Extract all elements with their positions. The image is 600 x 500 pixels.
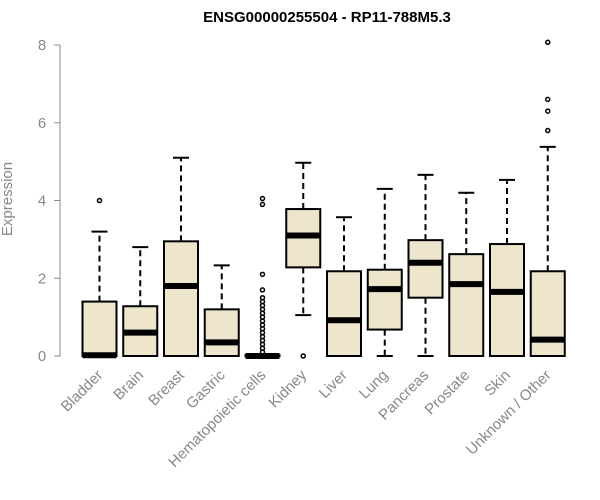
outlier-point (300, 353, 306, 359)
box-2 (163, 156, 199, 358)
box-6 (326, 216, 362, 357)
x-tick-label: Skin (481, 367, 514, 400)
y-tick-label: 4 (38, 193, 46, 210)
x-tick-label: Brain (110, 367, 147, 404)
iqr-box (203, 308, 240, 358)
y-tick-label: 8 (38, 37, 46, 54)
outlier-point (545, 108, 551, 114)
box-3 (203, 264, 240, 358)
box-4 (244, 195, 281, 359)
x-tick-label: Prostate (422, 367, 474, 419)
box-7 (366, 187, 403, 357)
outlier-point (259, 201, 266, 208)
outlier-point (259, 287, 266, 293)
outlier-point (96, 197, 103, 204)
y-axis: 0 2 4 6 8 (38, 37, 61, 365)
iqr-box (407, 239, 444, 299)
box-0 (81, 197, 118, 359)
outlier-point (259, 271, 266, 278)
x-tick-label: Kidney (266, 366, 311, 411)
boxes-group (81, 39, 566, 359)
x-tick-label: Liver (316, 367, 351, 402)
y-tick-label: 0 (38, 348, 46, 365)
y-tick-label: 2 (38, 270, 46, 287)
x-tick-label: Lung (356, 367, 392, 403)
outlier-point (259, 195, 266, 202)
outlier-point (545, 127, 551, 134)
box-1 (122, 246, 159, 357)
box-9 (448, 191, 485, 358)
iqr-box (448, 253, 485, 358)
outlier-point (259, 294, 266, 301)
x-tick-label: Breast (145, 366, 188, 409)
iqr-box (326, 270, 362, 357)
chart-title: ENSG00000255504 - RP11-788M5.3 (203, 9, 451, 26)
x-tick-label: Bladder (58, 367, 107, 416)
box-11 (529, 39, 566, 357)
outlier-point (545, 39, 551, 46)
y-tick-label: 6 (38, 115, 46, 132)
iqr-box (366, 268, 403, 331)
y-axis-label: Expression (0, 162, 16, 236)
iqr-box (163, 240, 199, 358)
outlier-point (545, 96, 551, 103)
iqr-box (81, 300, 118, 358)
box-8 (407, 173, 444, 357)
box-10 (489, 178, 525, 357)
iqr-box (529, 270, 566, 357)
box-5 (285, 161, 322, 359)
iqr-box (489, 243, 525, 357)
